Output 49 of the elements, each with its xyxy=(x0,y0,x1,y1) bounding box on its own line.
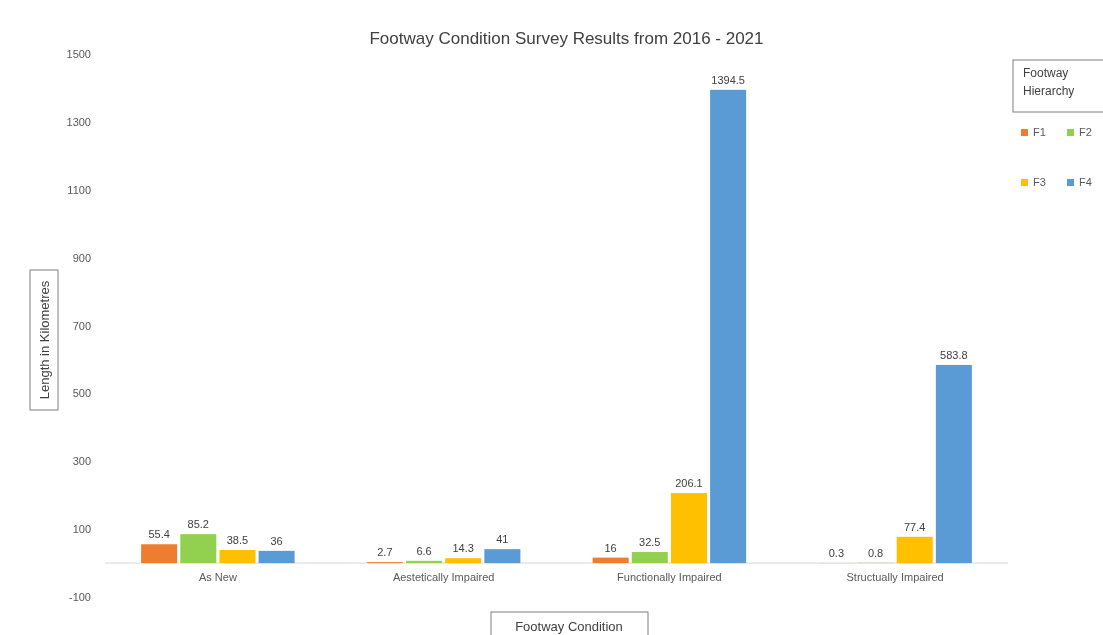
legend-label: F3 xyxy=(1033,176,1046,188)
data-label: 85.2 xyxy=(187,518,210,531)
y-tick-label: 100 xyxy=(72,523,91,536)
y-tick-label: 500 xyxy=(72,387,91,400)
x-tick-label: Functionally Impaired xyxy=(617,571,722,584)
bar xyxy=(445,558,482,564)
x-axis-title: Footway Condition xyxy=(515,619,623,634)
bar xyxy=(219,550,256,564)
y-tick-label: -100 xyxy=(68,591,91,603)
bar xyxy=(258,550,295,564)
data-label: 14.3 xyxy=(452,542,474,555)
data-label: 1394.5 xyxy=(711,73,745,86)
y-tick-label: 1500 xyxy=(66,48,91,60)
bar xyxy=(935,364,972,564)
legend-label: F4 xyxy=(1079,176,1092,188)
data-label: 55.4 xyxy=(148,528,170,541)
legend-title: Footway Hierarchy xyxy=(1023,66,1075,98)
bar xyxy=(484,549,521,564)
y-tick-label: 900 xyxy=(72,251,91,264)
data-label: 77.4 xyxy=(903,520,926,533)
data-label: 583.8 xyxy=(940,348,968,361)
legend-label: F2 xyxy=(1079,126,1092,138)
y-tick-label: 1100 xyxy=(67,183,91,196)
y-tick-label: 300 xyxy=(72,455,91,468)
data-label: 38.5 xyxy=(226,534,249,546)
data-label: 6.6 xyxy=(416,544,432,557)
data-label: 206.1 xyxy=(675,477,703,490)
chart-title: Footway Condition Survey Results from 2016 - 2021 xyxy=(369,29,764,48)
data-label: 41 xyxy=(496,533,509,546)
bar xyxy=(896,536,933,564)
data-label: 32.5 xyxy=(639,536,661,549)
x-tick-label: Aestetically Impaired xyxy=(392,571,495,584)
bar xyxy=(631,552,668,564)
bar xyxy=(710,89,747,564)
x-tick-label: Structually Impaired xyxy=(846,571,944,584)
data-label: 2.7 xyxy=(377,546,393,559)
x-tick-label: As New xyxy=(198,571,237,584)
y-tick-label: 1300 xyxy=(66,115,91,128)
bar xyxy=(180,534,217,564)
data-label: 0.8 xyxy=(867,546,884,559)
bar xyxy=(592,557,629,564)
data-label: 0.3 xyxy=(828,546,845,559)
bar xyxy=(670,493,707,564)
legend-label: F1 xyxy=(1033,126,1046,138)
bar xyxy=(141,544,178,564)
data-label: 36 xyxy=(270,534,283,547)
y-tick-label: 700 xyxy=(72,319,91,332)
y-axis-title: Length in Kilometres xyxy=(37,280,52,400)
data-label: 16 xyxy=(604,541,617,554)
